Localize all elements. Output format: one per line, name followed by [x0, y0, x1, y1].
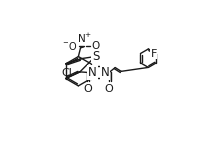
Text: S: S [92, 49, 99, 62]
Text: F: F [151, 49, 157, 59]
Text: N: N [88, 66, 97, 79]
Text: N: N [100, 66, 109, 79]
Text: $^{-}$O: $^{-}$O [62, 40, 77, 52]
Text: N$^{+}$: N$^{+}$ [77, 32, 93, 45]
Text: O: O [91, 41, 100, 51]
Text: Cl: Cl [61, 68, 72, 78]
Text: O: O [105, 84, 114, 94]
Text: O: O [83, 84, 92, 94]
